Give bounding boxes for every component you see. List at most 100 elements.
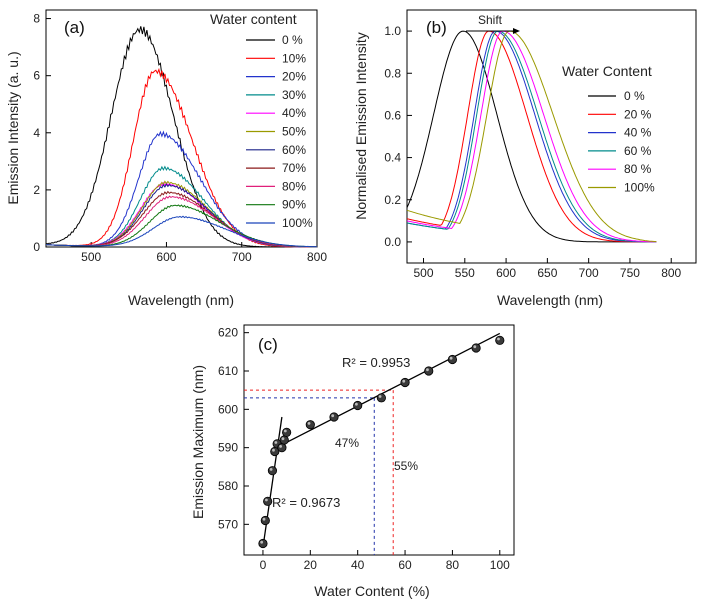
panel-c-xtick-label: 40 [351,558,365,572]
panel-b-legend-label: 100% [624,181,655,195]
panel-c-frame [243,324,515,556]
panel-a-legend-label: 10% [282,51,306,65]
panel-a-legend-label: 90% [282,198,306,212]
panel-c-ytick-label: 570 [218,517,238,531]
panel-b-series-line [406,30,657,243]
panel-c-tag: (c) [258,335,278,354]
panel-b-legend-label: 60 % [624,144,652,158]
guide-label-47: 47% [335,436,359,450]
panel-a-curves [45,26,318,248]
panel-a-xtick-label: 600 [156,250,176,264]
panel-c-data-point-highlight [307,421,311,425]
panel-c-fit-line [262,416,283,548]
panel-a-ytick-label: 0 [33,240,40,254]
fit-label-high: R² = 0.9953 [342,355,410,370]
panel-c-data-point-highlight [331,414,335,418]
panel-c-data-point-highlight [262,517,266,521]
panel-c-xtick-label: 80 [446,558,460,572]
panel-c-points [258,335,505,549]
panel-c-data-point [260,515,270,526]
panel-b-series-line [406,30,657,243]
panel-a-legend-title: Water content [210,11,297,27]
shift-arrow-head [513,28,520,34]
panel-c-data-point [329,412,339,422]
panel-b: (b) Wavelength (nm) Normalised Emission … [353,9,697,308]
panel-a-legend-label: 60% [282,143,306,157]
panel-b-legend: 0 % 20 % 40 % 60 % 80 % 100% [588,89,655,195]
panel-b-xtick-label: 700 [579,266,599,280]
panel-c-data-point-highlight [497,337,500,341]
panel-a-ytick-label: 4 [33,126,40,140]
panel-b-tag: (b) [426,18,447,37]
panel-c-data-point-highlight [378,395,382,398]
panel-a-xlabel: Wavelength (nm) [128,292,234,308]
panel-b-ytick-label: 0.6 [384,108,401,122]
panel-a-series-line [45,204,318,248]
panel-b-ticks: 500 550 600 650 700 750 800 0.0 0.2 0.4 0.6 0.8 1.0 [384,24,681,280]
guide-label-55: 55% [394,459,418,473]
panel-c-data-point-highlight [426,368,429,372]
panel-a-series-line [45,180,317,248]
panel-b-ytick-label: 1.0 [384,24,401,38]
panel-a-legend-label: 40% [282,106,306,120]
panel-b-ytick-label: 0.0 [384,235,401,249]
shift-annotation: Shift [478,13,503,27]
panel-c-data-point [267,466,278,476]
panel-c-data-point [400,377,410,388]
panel-b-ytick-label: 0.8 [384,66,401,80]
panel-a-legend-label: 50% [282,125,306,139]
panel-c-data-point [258,538,268,549]
panel-b-series-line [406,30,657,243]
panel-a-series-line [45,26,317,248]
panel-a-ytick-label: 2 [33,183,40,197]
panel-a-series-line [45,181,317,248]
panel-c-data-point [495,335,505,345]
panel-c-data-point [376,393,386,403]
panel-c-data-point-highlight [449,356,453,360]
panel-a: (a) Wavelength (nm) Emission Intensity (… [5,9,327,308]
panel-a-series-line [45,195,318,248]
panel-c-data-point-highlight [274,441,278,444]
panel-c-data-point [282,427,292,437]
panel-c-data-point [305,420,315,430]
panel-c-ytick-label: 590 [218,441,238,455]
panel-a-legend: 0 % 10% 20% 30% 40% 50% 60% 70% 80% 90% 100% [246,33,313,230]
panel-c-guides [244,389,394,555]
panel-c-data-point-highlight [354,402,358,406]
panel-b-xtick-label: 650 [537,266,557,280]
panel-c-data-point [279,435,289,445]
panel-c-xtick-label: 100 [490,558,510,572]
panel-c-data-point-highlight [269,467,273,471]
panel-c-data-point [353,400,363,411]
panel-b-series-line [406,30,657,243]
panel-c-data-point-highlight [473,345,477,349]
panel-b-ytick-label: 0.2 [384,193,401,207]
panel-c-data-point [447,354,458,365]
panel-c-ytick-label: 600 [218,402,238,416]
panel-a-legend-label: 30% [282,88,306,102]
panel-a-legend-label: 100% [282,216,313,230]
panel-c-data-point [277,443,287,453]
panel-c-ylabel: Emission Maximum (nm) [190,365,206,519]
panel-c: (c) Water Content (%) Emission Maximum (… [190,324,515,599]
panel-a-xtick-label: 500 [81,250,101,264]
panel-a-legend-label: 0 % [282,33,303,47]
panel-a-legend-label: 20% [282,70,306,84]
panel-b-xtick-label: 500 [413,266,433,280]
panel-c-data-point-highlight [283,429,287,433]
panel-a-ytick-label: 8 [33,12,40,26]
panel-a-tag: (a) [64,18,85,37]
panel-c-data-point [263,496,273,506]
panel-a-xtick-label: 800 [307,250,327,264]
panel-b-curves [406,30,657,243]
panel-c-data-point [424,366,434,376]
panel-a-ticks: 500 600 700 800 0 2 4 6 8 [33,12,327,264]
panel-c-data-point-highlight [402,379,406,383]
panel-b-ylabel: Normalised Emission Intensity [353,32,369,220]
panel-b-frame [406,9,697,264]
panel-b-legend-label: 40 % [624,126,652,140]
panel-c-data-point-highlight [281,437,285,441]
panel-c-xtick-label: 0 [260,558,267,572]
panel-c-xtick-label: 60 [398,558,412,572]
panel-c-xlabel: Water Content (%) [314,583,429,599]
